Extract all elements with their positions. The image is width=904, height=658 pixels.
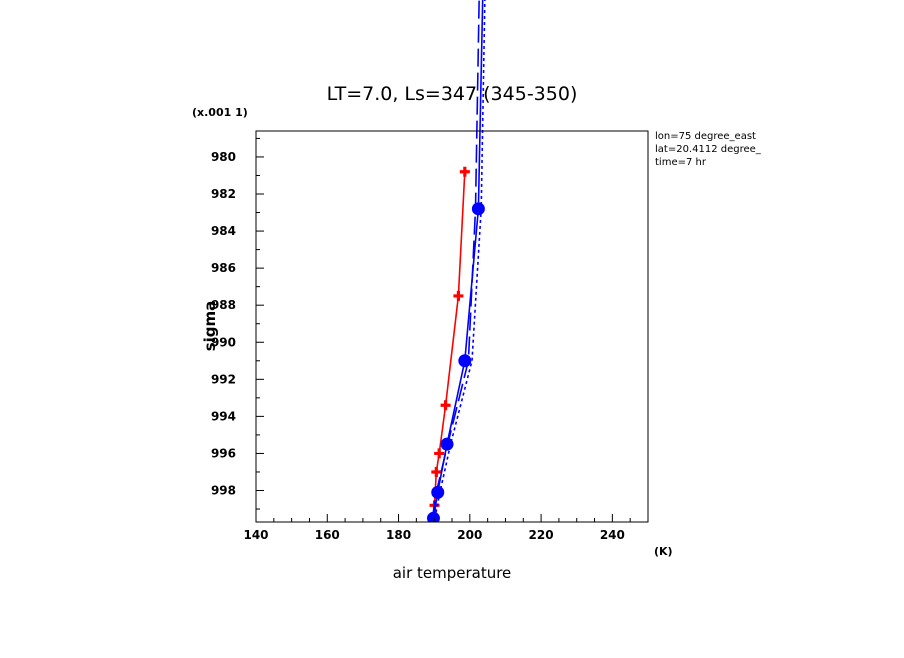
y-tick-label: 980 xyxy=(211,150,236,164)
y-tick-label: 984 xyxy=(211,224,236,238)
series-1-marker xyxy=(453,290,464,301)
x-tick-label: 220 xyxy=(529,528,554,542)
series-2-marker xyxy=(426,511,440,522)
x-axis-label: air temperature xyxy=(393,564,512,582)
plot-frame xyxy=(255,130,649,523)
y-tick-label: 986 xyxy=(211,261,236,275)
y-tick-label: 982 xyxy=(211,187,236,201)
y-tick-label: 988 xyxy=(211,298,236,312)
series-1-marker xyxy=(459,166,470,177)
series-2-marker xyxy=(458,354,472,368)
annotation-time: time=7 hr xyxy=(655,157,707,168)
x-tick-label: 160 xyxy=(315,528,340,542)
x-tick-label: 240 xyxy=(600,528,625,542)
series-1-marker xyxy=(440,400,451,411)
x-tick-label: 140 xyxy=(243,528,268,542)
chart-title: LT=7.0, Ls=347 (345-350) xyxy=(327,83,578,105)
series-line-3 xyxy=(431,0,480,519)
series-2-marker xyxy=(431,485,445,499)
x-tick-label: 200 xyxy=(457,528,482,542)
y-axis-label: sigma xyxy=(201,301,219,352)
y-tick-label: 998 xyxy=(211,483,236,497)
y-tick-label: 996 xyxy=(211,446,236,460)
x-tick-label: 180 xyxy=(386,528,411,542)
annotation-lon: lon=75 degree_east xyxy=(655,131,756,142)
series-layer xyxy=(426,0,486,522)
y-tick-label: 992 xyxy=(211,372,236,386)
series-1-marker xyxy=(431,466,442,477)
y-tick-label: 994 xyxy=(211,409,236,423)
ticks-layer: 140 160 180 200 220 240 980 982 984 986 988 990 992 9… xyxy=(211,137,631,542)
x-unit-label: (K) xyxy=(654,545,673,558)
series-line-1 xyxy=(432,171,466,521)
annotation-lat: lat=20.4112 degree_ xyxy=(655,144,762,155)
y-scale-note: (x.001 1) xyxy=(192,106,248,119)
series-1-marker xyxy=(434,448,445,459)
series-2-marker xyxy=(471,202,485,216)
y-tick-label: 990 xyxy=(211,335,236,349)
